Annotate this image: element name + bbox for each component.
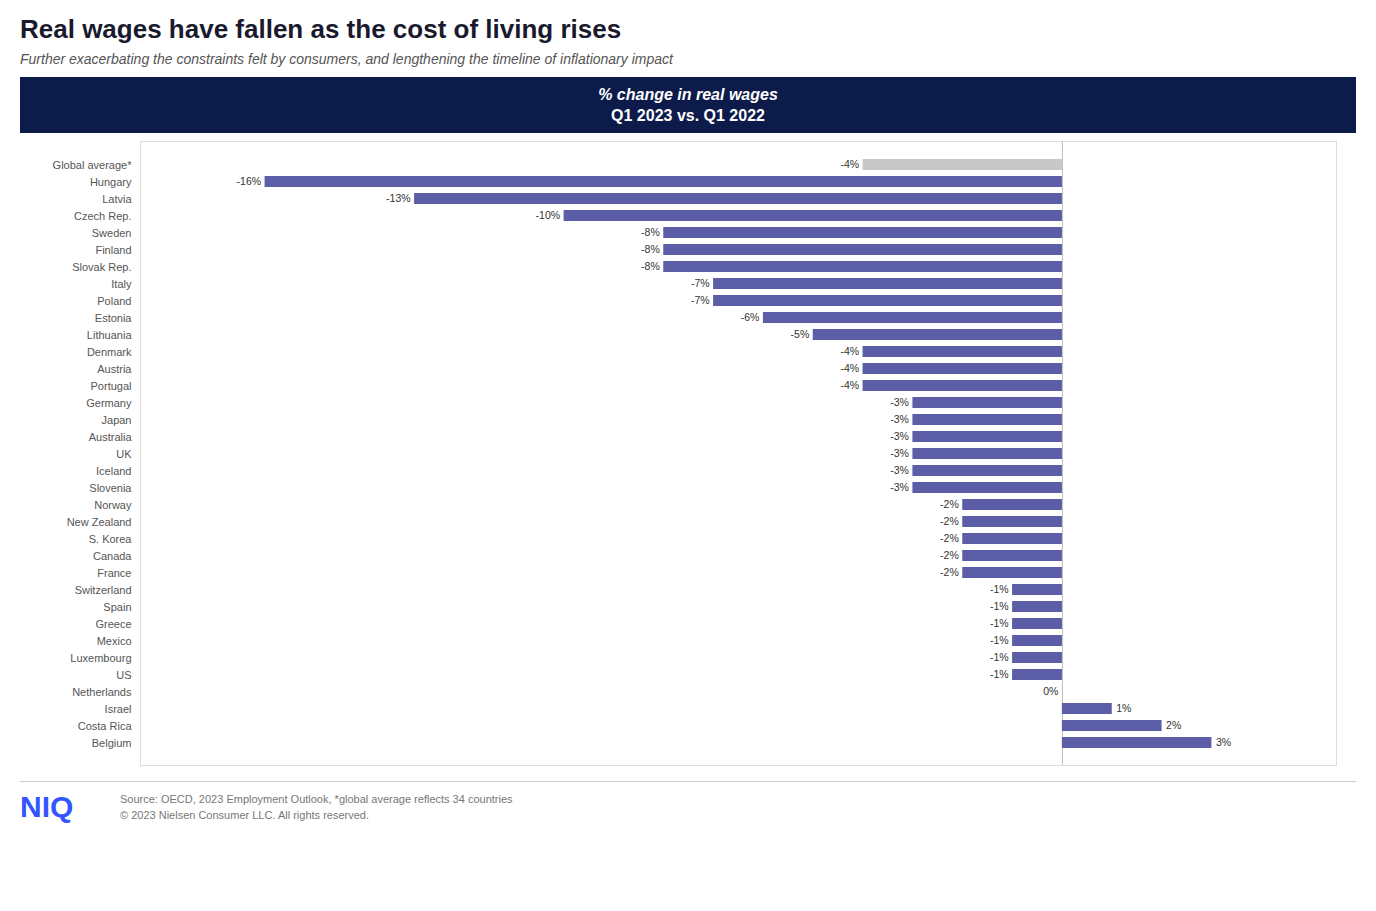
svg-text:-2%: -2%: [940, 515, 959, 527]
svg-text:Japan: Japan: [102, 414, 132, 426]
svg-text:Belgium: Belgium: [92, 737, 132, 749]
svg-text:New Zealand: New Zealand: [67, 516, 132, 528]
svg-text:-8%: -8%: [641, 226, 660, 238]
svg-text:-3%: -3%: [890, 413, 909, 425]
svg-text:Italy: Italy: [111, 278, 132, 290]
html-text:NIQ: NIQ: [20, 790, 74, 823]
svg-text:Latvia: Latvia: [102, 193, 132, 205]
svg-text:-1%: -1%: [990, 651, 1009, 663]
svg-text:Sweden: Sweden: [92, 227, 132, 239]
svg-text:Australia: Australia: [89, 431, 133, 443]
html-text:© 2023 Nielsen Consumer LLC. A: © 2023 Nielsen Consumer LLC. All rights …: [120, 809, 369, 821]
svg-text:S. Korea: S. Korea: [89, 533, 133, 545]
svg-text:Denmark: Denmark: [87, 346, 132, 358]
svg-text:-1%: -1%: [990, 617, 1009, 629]
svg-text:-13%: -13%: [386, 192, 411, 204]
html-text:% change in real wages: % change in real wages: [598, 86, 778, 103]
svg-text:Netherlands: Netherlands: [72, 686, 132, 698]
svg-text:1%: 1%: [1116, 702, 1131, 714]
svg-text:Hungary: Hungary: [90, 176, 132, 188]
svg-text:Poland: Poland: [97, 295, 131, 307]
svg-text:-8%: -8%: [641, 260, 660, 272]
svg-text:Slovenia: Slovenia: [89, 482, 132, 494]
svg-text:France: France: [97, 567, 131, 579]
svg-text:-5%: -5%: [791, 328, 810, 340]
svg-text:-3%: -3%: [890, 430, 909, 442]
svg-text:Germany: Germany: [86, 397, 132, 409]
html-text:Further exacerbating the const: Further exacerbating the constraints fel…: [20, 51, 673, 67]
svg-text:-4%: -4%: [840, 158, 859, 170]
svg-text:Luxembourg: Luxembourg: [70, 652, 131, 664]
svg-text:-7%: -7%: [691, 277, 710, 289]
svg-text:-4%: -4%: [840, 379, 859, 391]
html-text:Q1 2023 vs. Q1 2022: Q1 2023 vs. Q1 2022: [611, 107, 765, 124]
svg-text:-2%: -2%: [940, 566, 959, 578]
svg-text:-1%: -1%: [990, 583, 1009, 595]
svg-text:-4%: -4%: [840, 345, 859, 357]
svg-text:-3%: -3%: [890, 464, 909, 476]
svg-text:Switzerland: Switzerland: [75, 584, 132, 596]
html-text:Source: OECD, 2023 Employment: Source: OECD, 2023 Employment Outlook, *…: [120, 793, 513, 805]
svg-text:Norway: Norway: [94, 499, 132, 511]
svg-text:Greece: Greece: [95, 618, 131, 630]
svg-text:Canada: Canada: [93, 550, 132, 562]
svg-text:-2%: -2%: [940, 532, 959, 544]
svg-text:-3%: -3%: [890, 396, 909, 408]
svg-text:Global average*: Global average*: [53, 159, 133, 171]
svg-text:-3%: -3%: [890, 481, 909, 493]
svg-text:-3%: -3%: [890, 447, 909, 459]
svg-text:Lithuania: Lithuania: [87, 329, 133, 341]
svg-text:Finland: Finland: [95, 244, 131, 256]
svg-text:0%: 0%: [1043, 685, 1058, 697]
svg-text:-6%: -6%: [741, 311, 760, 323]
svg-text:-1%: -1%: [990, 600, 1009, 612]
svg-text:-16%: -16%: [237, 175, 262, 187]
svg-text:Israel: Israel: [105, 703, 132, 715]
svg-text:US: US: [116, 669, 131, 681]
svg-text:Estonia: Estonia: [95, 312, 133, 324]
svg-text:-1%: -1%: [990, 634, 1009, 646]
svg-text:Portugal: Portugal: [91, 380, 132, 392]
svg-text:UK: UK: [116, 448, 132, 460]
svg-text:-1%: -1%: [990, 668, 1009, 680]
svg-text:Mexico: Mexico: [97, 635, 132, 647]
svg-text:Slovak Rep.: Slovak Rep.: [72, 261, 131, 273]
svg-text:-2%: -2%: [940, 549, 959, 561]
svg-text:Spain: Spain: [103, 601, 131, 613]
svg-text:-7%: -7%: [691, 294, 710, 306]
svg-text:Costa Rica: Costa Rica: [78, 720, 133, 732]
svg-text:Iceland: Iceland: [96, 465, 131, 477]
svg-text:2%: 2%: [1166, 719, 1181, 731]
svg-text:-10%: -10%: [536, 209, 561, 221]
html-text:Real wages have fallen as the: Real wages have fallen as the cost of li…: [20, 14, 622, 44]
svg-text:-2%: -2%: [940, 498, 959, 510]
svg-text:3%: 3%: [1216, 736, 1231, 748]
svg-text:Austria: Austria: [97, 363, 132, 375]
svg-text:Czech Rep.: Czech Rep.: [74, 210, 131, 222]
svg-text:-4%: -4%: [840, 362, 859, 374]
svg-text:-8%: -8%: [641, 243, 660, 255]
